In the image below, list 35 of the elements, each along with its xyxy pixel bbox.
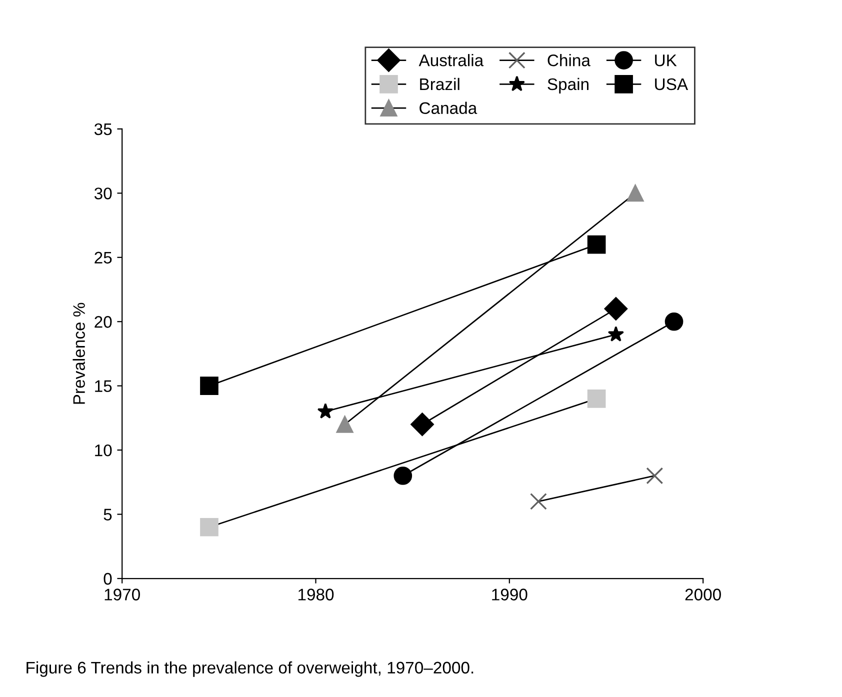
legend-label: Australia — [418, 54, 484, 66]
point — [394, 466, 412, 485]
y-tick-label: 10 — [95, 444, 112, 456]
y-axis-title: Prevalence % — [72, 302, 85, 404]
y-tick-label: 0 — [104, 572, 112, 585]
point — [317, 403, 334, 419]
y-tick-label: 25 — [94, 252, 112, 264]
point — [336, 416, 354, 433]
y-tick-label: 15 — [95, 380, 112, 392]
x-tick-label: 1970 — [104, 588, 140, 600]
caption: Figure 6 Trends in the prevalence of overweight, 1970–2000. — [26, 661, 474, 677]
legend-label: UK — [655, 54, 677, 66]
point — [200, 376, 218, 396]
point — [587, 390, 606, 408]
legend-label: USA — [655, 78, 688, 90]
y-tick-label: 5 — [104, 508, 112, 520]
x-tick-label: 1990 — [492, 588, 528, 600]
legend-label: Brazil — [420, 78, 460, 90]
point — [646, 467, 664, 484]
legend-label: Canada — [420, 102, 478, 114]
point — [410, 412, 434, 436]
point — [608, 326, 624, 342]
point — [604, 297, 628, 320]
y-tick-label: 35 — [94, 123, 112, 136]
y-tick-label: 30 — [94, 188, 112, 200]
point — [530, 492, 547, 510]
point — [200, 518, 218, 536]
x-tick-label: 1980 — [298, 588, 334, 600]
x-tick-label: 2000 — [685, 588, 721, 600]
point — [626, 184, 644, 202]
legend-label: Spain — [548, 78, 588, 94]
point — [664, 312, 684, 331]
point — [587, 235, 606, 254]
legend-label: China — [548, 54, 590, 66]
y-tick-label: 20 — [94, 316, 112, 328]
